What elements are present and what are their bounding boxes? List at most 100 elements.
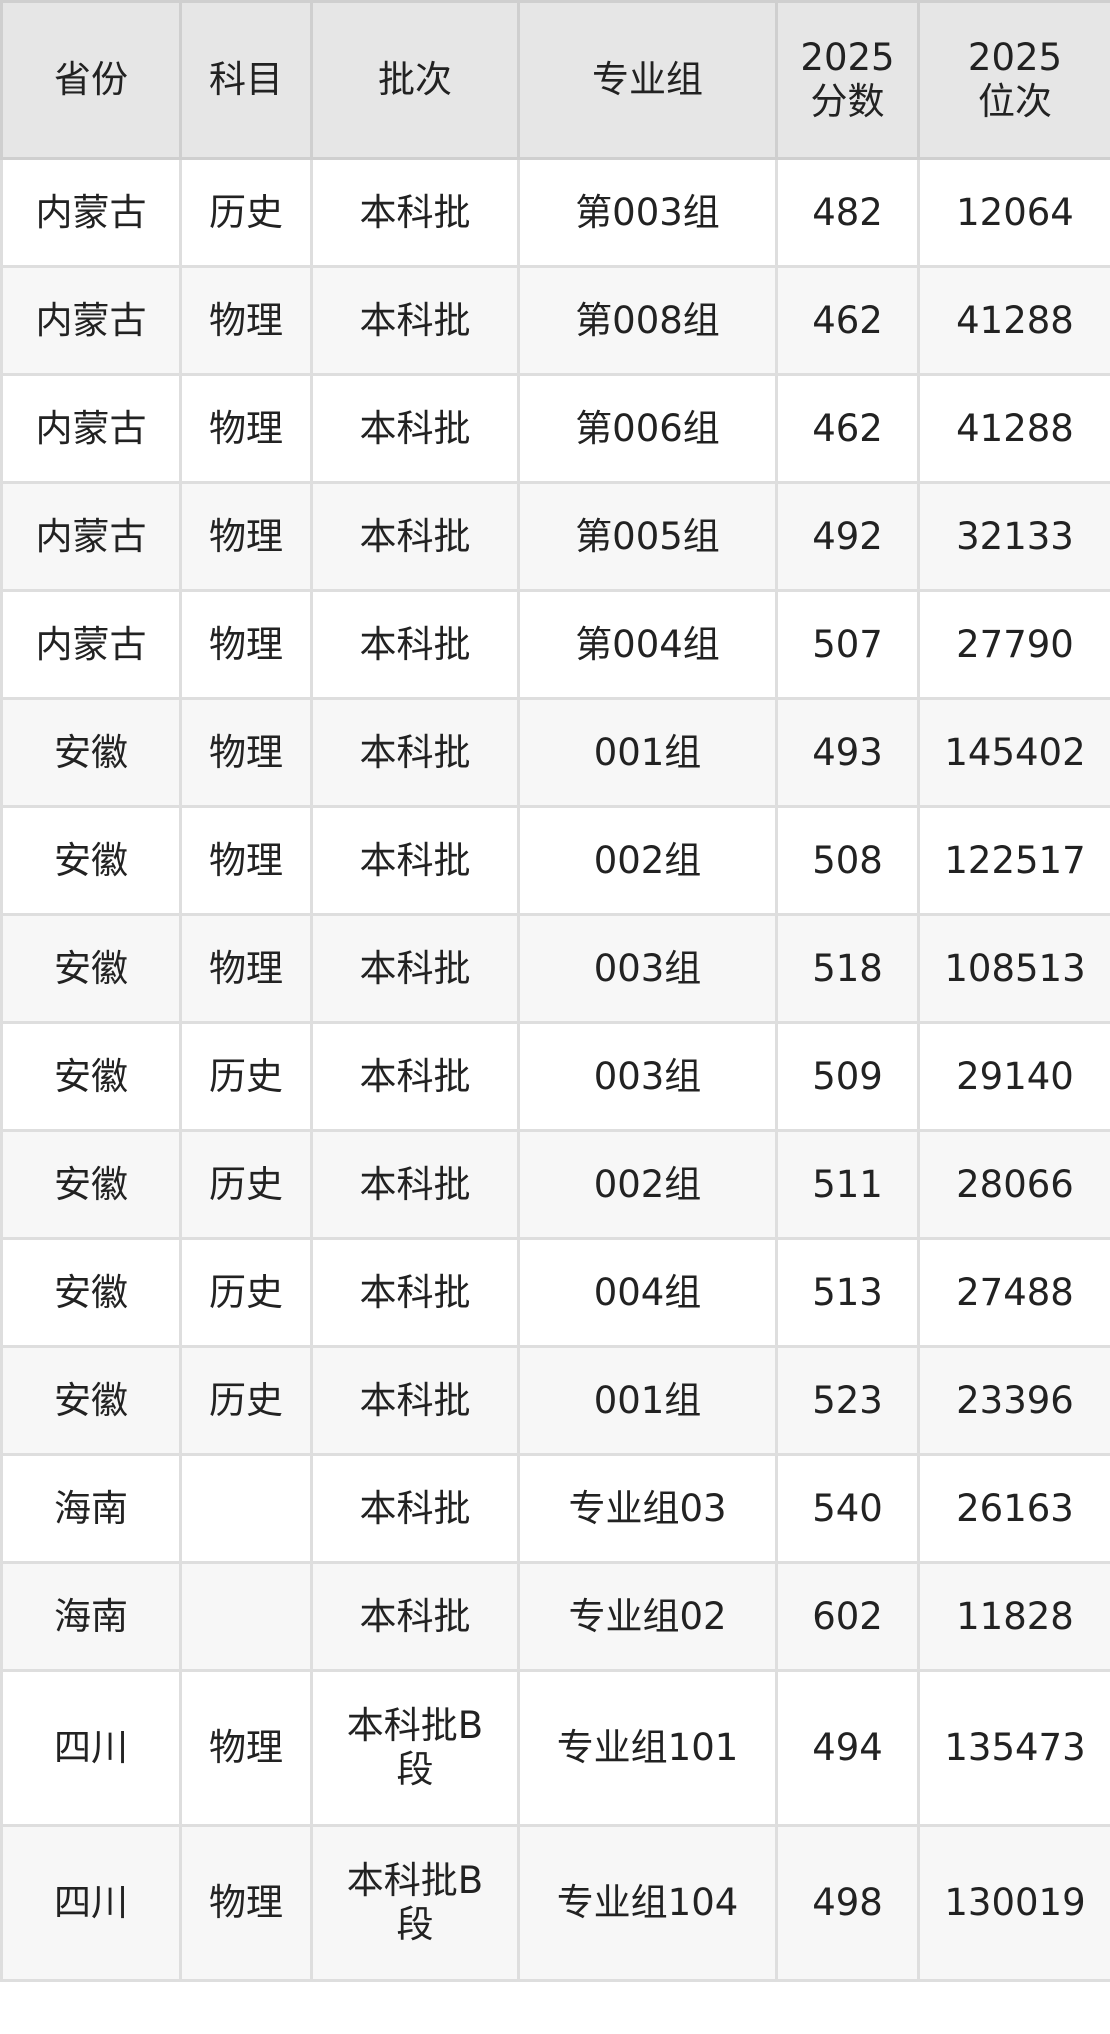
cell-province: 安徽 bbox=[0, 805, 182, 916]
cell-score-2025: 493 bbox=[775, 697, 920, 808]
cell-batch: 本科批 bbox=[310, 589, 520, 700]
cell-batch: 本科批 bbox=[310, 913, 520, 1024]
cell-major-group: 第003组 bbox=[517, 157, 778, 268]
cell-province: 四川 bbox=[0, 1669, 182, 1827]
cell-province: 安徽 bbox=[0, 1237, 182, 1348]
cell-subject: 物理 bbox=[179, 1824, 313, 1982]
table-row: 安徽 历史 本科批 004组 513 27488 bbox=[0, 1237, 1110, 1348]
cell-batch: 本科批 bbox=[310, 1345, 520, 1456]
cell-province: 安徽 bbox=[0, 1021, 182, 1132]
cell-rank-2025: 122517 bbox=[917, 805, 1110, 916]
cell-major-group: 第008组 bbox=[517, 265, 778, 376]
cell-subject: 历史 bbox=[179, 1237, 313, 1348]
cell-province: 安徽 bbox=[0, 697, 182, 808]
table-row: 四川 物理 本科批B段 专业组101 494 135473 bbox=[0, 1669, 1110, 1827]
cell-subject: 物理 bbox=[179, 265, 313, 376]
cell-score-2025: 498 bbox=[775, 1824, 920, 1982]
cell-rank-2025: 12064 bbox=[917, 157, 1110, 268]
cell-subject: 物理 bbox=[179, 373, 313, 484]
table-row: 内蒙古 物理 本科批 第004组 507 27790 bbox=[0, 589, 1110, 700]
table-row: 内蒙古 历史 本科批 第003组 482 12064 bbox=[0, 157, 1110, 268]
cell-province: 内蒙古 bbox=[0, 157, 182, 268]
cell-score-2025: 492 bbox=[775, 481, 920, 592]
cell-score-2025: 462 bbox=[775, 265, 920, 376]
cell-province: 内蒙古 bbox=[0, 373, 182, 484]
cell-score-2025: 509 bbox=[775, 1021, 920, 1132]
cell-subject: 历史 bbox=[179, 1129, 313, 1240]
table-row: 四川 物理 本科批B段 专业组104 498 130019 bbox=[0, 1824, 1110, 1982]
table-row: 内蒙古 物理 本科批 第005组 492 32133 bbox=[0, 481, 1110, 592]
cell-rank-2025: 23396 bbox=[917, 1345, 1110, 1456]
cell-score-2025: 602 bbox=[775, 1561, 920, 1672]
cell-province: 海南 bbox=[0, 1453, 182, 1564]
cell-batch: 本科批 bbox=[310, 373, 520, 484]
cell-subject: 物理 bbox=[179, 1669, 313, 1827]
cell-major-group: 004组 bbox=[517, 1237, 778, 1348]
cell-batch: 本科批 bbox=[310, 1561, 520, 1672]
cell-subject bbox=[179, 1453, 313, 1564]
cell-rank-2025: 26163 bbox=[917, 1453, 1110, 1564]
cell-rank-2025: 29140 bbox=[917, 1021, 1110, 1132]
cell-batch: 本科批 bbox=[310, 265, 520, 376]
cell-subject bbox=[179, 1561, 313, 1672]
cell-province: 安徽 bbox=[0, 913, 182, 1024]
header-rank-2025: 2025 位次 bbox=[917, 0, 1110, 160]
cell-major-group: 专业组101 bbox=[517, 1669, 778, 1827]
cell-batch: 本科批B段 bbox=[310, 1669, 520, 1827]
cell-rank-2025: 32133 bbox=[917, 481, 1110, 592]
cell-score-2025: 494 bbox=[775, 1669, 920, 1827]
table-row: 安徽 历史 本科批 003组 509 29140 bbox=[0, 1021, 1110, 1132]
cell-province: 海南 bbox=[0, 1561, 182, 1672]
cell-major-group: 第005组 bbox=[517, 481, 778, 592]
cell-batch: 本科批 bbox=[310, 1021, 520, 1132]
cell-rank-2025: 108513 bbox=[917, 913, 1110, 1024]
cell-score-2025: 462 bbox=[775, 373, 920, 484]
cell-major-group: 专业组02 bbox=[517, 1561, 778, 1672]
cell-batch: 本科批 bbox=[310, 805, 520, 916]
cell-score-2025: 518 bbox=[775, 913, 920, 1024]
cell-subject: 物理 bbox=[179, 481, 313, 592]
table-row: 海南 本科批 专业组03 540 26163 bbox=[0, 1453, 1110, 1564]
cell-rank-2025: 130019 bbox=[917, 1824, 1110, 1982]
cell-rank-2025: 135473 bbox=[917, 1669, 1110, 1827]
cell-major-group: 002组 bbox=[517, 1129, 778, 1240]
header-province: 省份 bbox=[0, 0, 182, 160]
cell-rank-2025: 27790 bbox=[917, 589, 1110, 700]
cell-major-group: 专业组03 bbox=[517, 1453, 778, 1564]
cell-score-2025: 513 bbox=[775, 1237, 920, 1348]
cell-score-2025: 511 bbox=[775, 1129, 920, 1240]
table-row: 安徽 物理 本科批 001组 493 145402 bbox=[0, 697, 1110, 808]
cell-subject: 物理 bbox=[179, 589, 313, 700]
cell-rank-2025: 41288 bbox=[917, 373, 1110, 484]
cell-subject: 历史 bbox=[179, 1345, 313, 1456]
cell-major-group: 003组 bbox=[517, 913, 778, 1024]
table-row: 安徽 物理 本科批 002组 508 122517 bbox=[0, 805, 1110, 916]
cell-major-group: 专业组104 bbox=[517, 1824, 778, 1982]
cell-batch: 本科批B段 bbox=[310, 1824, 520, 1982]
cell-rank-2025: 28066 bbox=[917, 1129, 1110, 1240]
table-header-row: 省份 科目 批次 专业组 2025 分数 2025 位次 bbox=[0, 0, 1110, 160]
cell-major-group: 002组 bbox=[517, 805, 778, 916]
cell-rank-2025: 41288 bbox=[917, 265, 1110, 376]
cell-batch: 本科批 bbox=[310, 1237, 520, 1348]
cell-major-group: 003组 bbox=[517, 1021, 778, 1132]
cell-score-2025: 507 bbox=[775, 589, 920, 700]
cell-score-2025: 540 bbox=[775, 1453, 920, 1564]
cell-score-2025: 508 bbox=[775, 805, 920, 916]
cell-subject: 历史 bbox=[179, 157, 313, 268]
table-row: 内蒙古 物理 本科批 第008组 462 41288 bbox=[0, 265, 1110, 376]
header-score-2025: 2025 分数 bbox=[775, 0, 920, 160]
cell-rank-2025: 11828 bbox=[917, 1561, 1110, 1672]
cell-major-group: 001组 bbox=[517, 1345, 778, 1456]
table-row: 安徽 历史 本科批 001组 523 23396 bbox=[0, 1345, 1110, 1456]
cell-province: 内蒙古 bbox=[0, 265, 182, 376]
header-batch: 批次 bbox=[310, 0, 520, 160]
cell-score-2025: 523 bbox=[775, 1345, 920, 1456]
table-row: 内蒙古 物理 本科批 第006组 462 41288 bbox=[0, 373, 1110, 484]
table-row: 安徽 历史 本科批 002组 511 28066 bbox=[0, 1129, 1110, 1240]
cell-province: 内蒙古 bbox=[0, 481, 182, 592]
cell-major-group: 第006组 bbox=[517, 373, 778, 484]
cell-subject: 历史 bbox=[179, 1021, 313, 1132]
cell-batch: 本科批 bbox=[310, 697, 520, 808]
cell-batch: 本科批 bbox=[310, 1453, 520, 1564]
